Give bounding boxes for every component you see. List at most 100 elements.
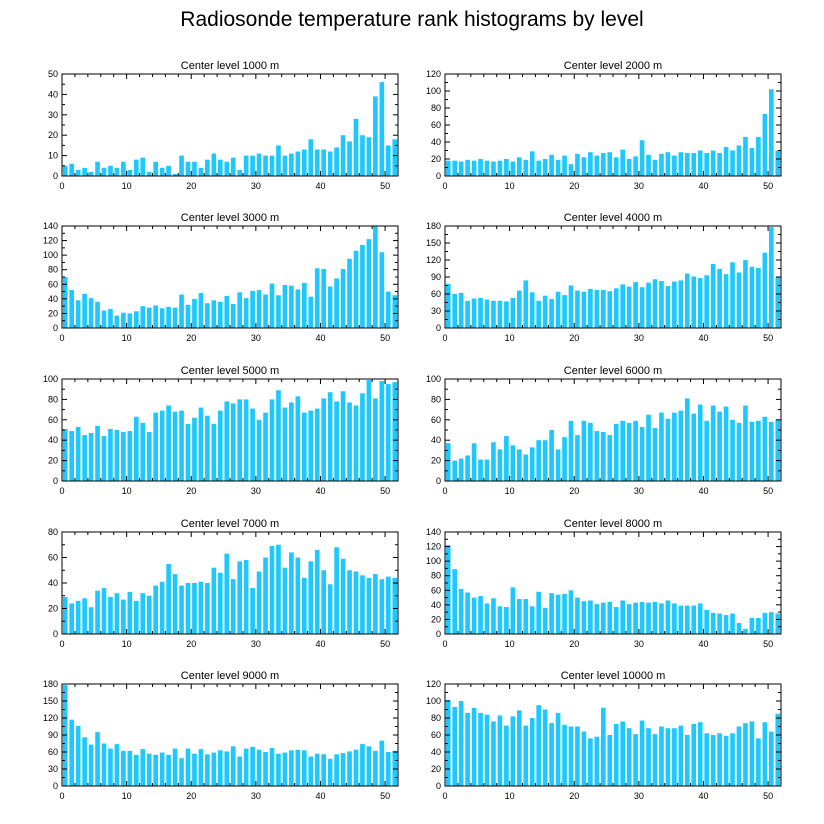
bar <box>230 403 236 481</box>
bar <box>95 301 100 328</box>
bar <box>243 748 249 786</box>
bar <box>243 155 249 176</box>
bar <box>185 423 191 481</box>
bar <box>192 298 197 328</box>
bar <box>775 277 781 328</box>
bar <box>497 160 503 176</box>
bar <box>82 167 87 176</box>
y-tick-label: 0 <box>436 323 441 333</box>
x-tick-label: 0 <box>59 181 64 191</box>
bar <box>749 721 755 786</box>
bar <box>198 293 204 328</box>
bar <box>237 169 243 176</box>
x-tick-label: 20 <box>569 791 579 801</box>
bar <box>555 594 561 634</box>
bar <box>445 283 451 328</box>
bar <box>717 613 722 634</box>
bar <box>172 748 178 786</box>
bar <box>523 725 529 786</box>
bar <box>665 728 671 786</box>
bar <box>717 153 722 176</box>
bar <box>269 748 275 786</box>
y-tick-label: 120 <box>426 69 441 79</box>
bar <box>82 435 87 481</box>
bar <box>321 754 327 786</box>
y-tick-label: 0 <box>53 781 58 791</box>
y-tick-label: 60 <box>48 553 58 563</box>
x-tick-label: 30 <box>251 486 261 496</box>
bar <box>672 412 677 481</box>
bar <box>600 153 606 176</box>
bar <box>289 552 294 634</box>
x-tick-label: 40 <box>315 333 325 343</box>
bar <box>127 431 133 481</box>
bar <box>465 712 470 786</box>
y-tick-label: 90 <box>431 272 441 282</box>
bar <box>243 298 249 328</box>
y-tick-label: 80 <box>48 527 58 537</box>
bar <box>321 268 327 328</box>
bar <box>697 603 703 634</box>
bar <box>607 291 613 328</box>
bar <box>665 152 671 176</box>
bar <box>263 752 268 786</box>
bar <box>445 700 451 786</box>
bar <box>133 754 139 786</box>
bar <box>626 422 632 481</box>
bar <box>588 288 593 328</box>
bar <box>360 575 365 634</box>
bar <box>510 716 516 786</box>
bar <box>250 408 255 481</box>
bar <box>633 420 638 481</box>
bar <box>594 736 600 786</box>
x-tick-label: 40 <box>698 181 708 191</box>
bar <box>594 155 600 176</box>
y-tick-label: 80 <box>431 571 441 581</box>
bar <box>140 422 146 481</box>
bar <box>230 303 236 328</box>
bar <box>159 167 165 176</box>
x-tick-label: 30 <box>634 791 644 801</box>
bar <box>353 571 359 634</box>
bar <box>301 149 307 176</box>
bar <box>704 275 710 328</box>
bar <box>768 731 774 786</box>
bar <box>101 310 107 328</box>
bar <box>334 547 339 634</box>
bar <box>385 752 391 786</box>
bar <box>95 161 100 176</box>
bar <box>504 607 509 634</box>
bar <box>717 733 722 786</box>
bar <box>114 744 120 786</box>
x-tick-label: 10 <box>505 486 515 496</box>
y-tick-label: 120 <box>426 679 441 689</box>
bar <box>743 628 748 634</box>
bar <box>321 149 327 176</box>
bar <box>82 737 87 786</box>
bar <box>471 707 477 786</box>
bar <box>153 412 159 481</box>
bar <box>140 749 146 786</box>
bar <box>75 300 81 328</box>
x-tick-label: 20 <box>569 333 579 343</box>
y-tick-label: 20 <box>431 614 441 624</box>
bar <box>536 300 542 328</box>
bar <box>704 420 710 481</box>
y-tick-label: 20 <box>431 764 441 774</box>
x-tick-label: 50 <box>763 791 773 801</box>
bar <box>510 445 516 481</box>
bar <box>730 613 735 634</box>
bar <box>340 135 346 176</box>
x-tick-label: 40 <box>315 639 325 649</box>
y-tick-label: 0 <box>436 781 441 791</box>
y-tick-label: 20 <box>431 456 441 466</box>
bar <box>172 173 178 176</box>
bar <box>484 459 490 481</box>
y-tick-label: 0 <box>436 476 441 486</box>
bar <box>308 296 314 328</box>
y-tick-label: 150 <box>43 696 58 706</box>
y-tick-label: 0 <box>53 171 58 181</box>
bar <box>633 156 638 176</box>
bar <box>198 407 204 481</box>
bar <box>529 718 535 786</box>
